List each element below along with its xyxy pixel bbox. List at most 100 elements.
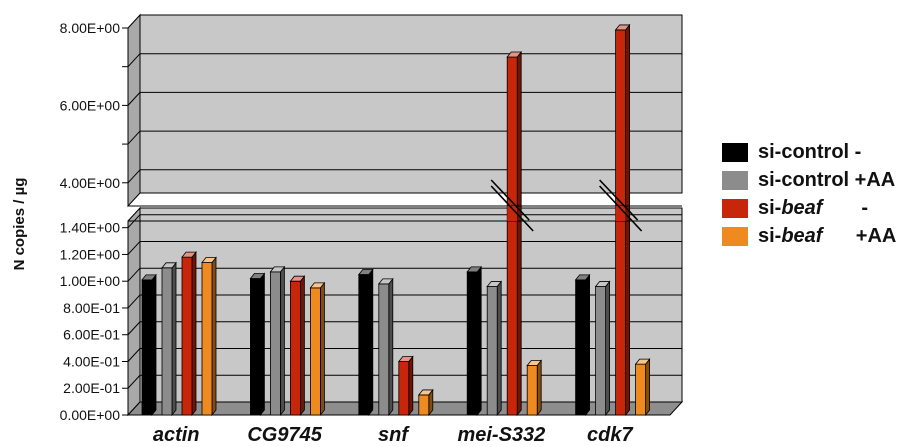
- y-tick-label: 8.00E+00: [60, 20, 121, 36]
- gridline-side: [127, 92, 141, 106]
- legend-swatch: [722, 142, 748, 162]
- y-tick-label: 0.00E+00: [60, 407, 121, 423]
- legend-item-si-beaf-aa: si-beaf +AA: [722, 222, 896, 250]
- back-wall-upper: [139, 14, 683, 194]
- bar-front: [378, 283, 390, 416]
- bar-cdk7-1: [594, 280, 611, 417]
- legend-label-prefix: si-control: [758, 140, 850, 163]
- axis-break-marks: [128, 179, 682, 232]
- bar-top: [614, 24, 631, 31]
- category-label: actin: [153, 424, 200, 446]
- gridline-side: [127, 267, 141, 282]
- bar-side: [171, 261, 177, 417]
- bar-top: [377, 278, 394, 285]
- bar-CG9745-0: [249, 272, 266, 417]
- bar-side: [388, 277, 394, 417]
- bar-front: [398, 361, 410, 416]
- legend-label-treatment: -: [822, 196, 869, 219]
- y-tick-label: 4.00E-01: [63, 353, 120, 369]
- bar-top: [357, 269, 374, 275]
- bar-side: [319, 281, 325, 417]
- y-tick-label: 4.00E+00: [60, 175, 121, 191]
- y-tick-label: 6.00E-01: [63, 327, 120, 343]
- gridline-side: [127, 241, 141, 255]
- bar-front: [418, 394, 430, 416]
- category-label: snf: [378, 424, 410, 446]
- category-label: mei-S332: [457, 424, 545, 446]
- legend-swatch: [722, 226, 748, 246]
- bar-front: [615, 29, 626, 416]
- bar-top: [249, 273, 266, 279]
- bar-snf-1: [377, 277, 394, 417]
- bar-front: [466, 271, 478, 416]
- bar-side: [408, 355, 414, 417]
- side-wall-lower: [127, 206, 141, 417]
- y-axis-ticks: 0.00E+00 2.00E-01 4.00E-01 6.00E-01 8.00E-01…: [60, 20, 128, 423]
- legend-item-si-beaf-minus: si-beaf -: [722, 194, 896, 222]
- legend-item-si-control-minus: si-control -: [722, 138, 896, 166]
- legend-label-treatment: +AA: [849, 168, 896, 191]
- bar-front: [506, 56, 518, 416]
- bar-cdk7-0: [574, 273, 591, 417]
- bar-front: [201, 262, 213, 416]
- legend-label-gene: beaf: [781, 224, 823, 247]
- legend-label-prefix: si-control: [758, 168, 850, 191]
- bar-front: [249, 278, 261, 416]
- gridline-side: [127, 374, 141, 389]
- y-tick-label: 6.00E+00: [60, 97, 121, 113]
- bar-top: [289, 275, 306, 282]
- bar-front: [161, 267, 173, 416]
- legend-label-treatment: -: [849, 140, 862, 163]
- y-tick-label: 1.20E+00: [60, 246, 121, 262]
- gridline-side: [127, 294, 141, 309]
- bar-actin-0: [141, 273, 157, 417]
- y-tick-label: 2.00E-01: [63, 380, 120, 396]
- legend-label-prefix: si-: [758, 196, 782, 219]
- bar-mei-S332-3: [526, 359, 543, 417]
- y-tick-label: 8.00E-01: [63, 300, 120, 316]
- bar-side: [299, 275, 305, 417]
- bars: [141, 23, 651, 417]
- bar-CG9745-2: [289, 275, 306, 417]
- bar-side: [605, 280, 610, 417]
- legend-swatch: [722, 170, 748, 190]
- bar-side: [625, 23, 630, 417]
- bar-side: [211, 256, 217, 417]
- bar-front: [595, 286, 606, 416]
- bar-top: [161, 262, 177, 269]
- bar-side: [259, 272, 265, 417]
- bar-top: [634, 358, 651, 365]
- bar-front: [141, 279, 153, 416]
- break-slash: [599, 179, 639, 221]
- bar-CG9745-1: [269, 265, 286, 417]
- bar-actin-1: [161, 261, 177, 417]
- gridline-side: [127, 348, 141, 362]
- bar-top: [506, 51, 523, 58]
- bar-top: [397, 356, 414, 362]
- bar-front: [526, 365, 538, 416]
- gridline-side: [127, 53, 141, 68]
- bar-top: [574, 274, 591, 281]
- legend-label-gene: beaf: [781, 196, 823, 219]
- bar-top: [181, 251, 197, 258]
- bar-CG9745-3: [309, 281, 326, 417]
- bar-top: [201, 257, 217, 263]
- bar-front: [486, 286, 498, 416]
- bar-front: [269, 271, 281, 416]
- y-tick-label: 1.00E+00: [60, 273, 121, 289]
- bar-snf-0: [357, 268, 374, 417]
- legend-label-prefix: si-: [758, 224, 782, 247]
- bar-top: [486, 281, 503, 287]
- bar-top: [466, 266, 483, 273]
- bar-front: [635, 363, 646, 416]
- gridline-side: [127, 321, 141, 336]
- category-label: CG9745: [247, 424, 322, 446]
- bar-break-fill: [615, 206, 626, 221]
- bar-side: [645, 358, 650, 417]
- bar-side: [536, 359, 542, 417]
- bar-top: [594, 281, 611, 287]
- legend-swatch: [722, 198, 748, 218]
- bar-side: [368, 268, 374, 417]
- bar-front: [358, 274, 370, 416]
